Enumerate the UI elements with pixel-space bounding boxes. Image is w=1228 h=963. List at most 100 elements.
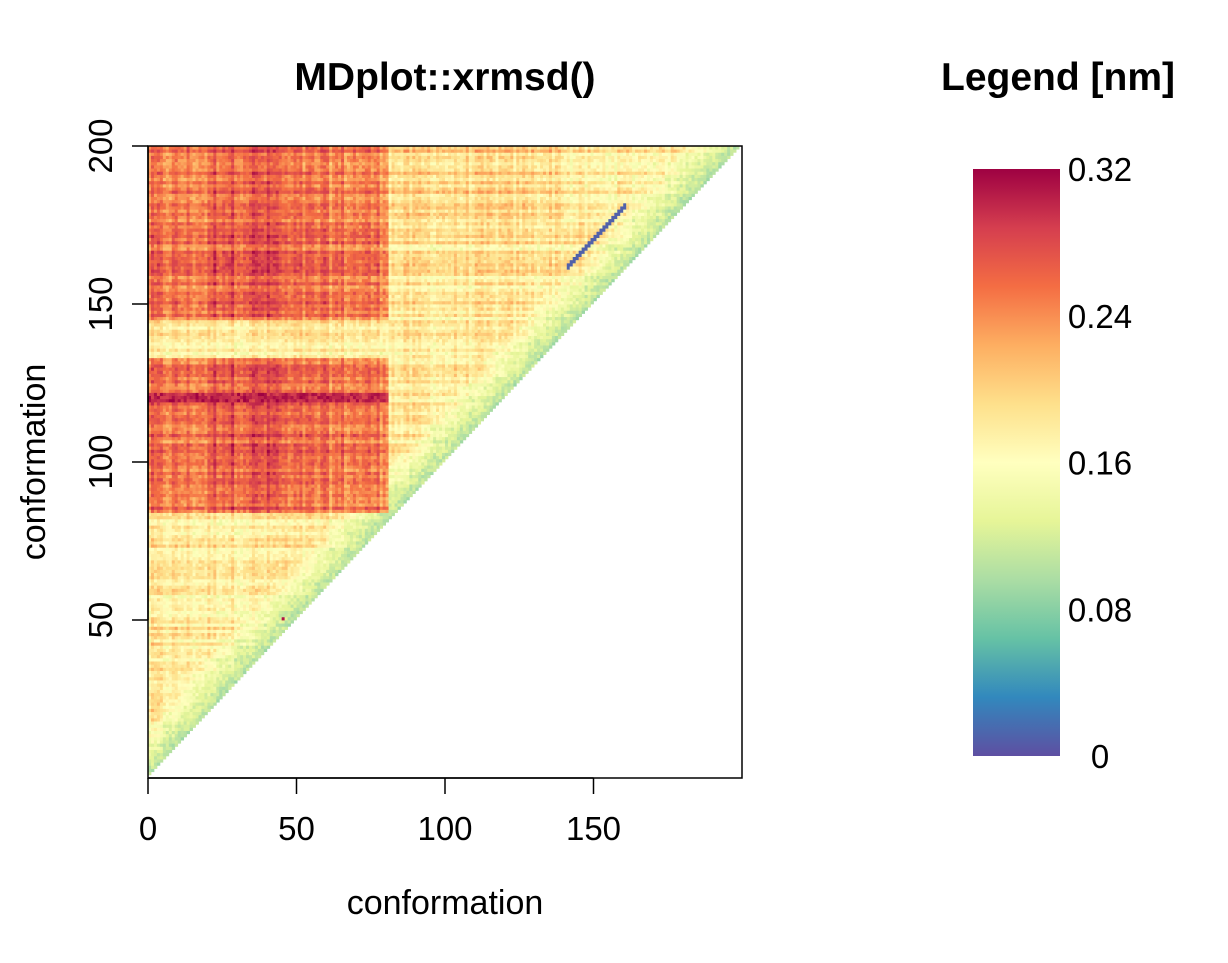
heatmap-cell [344,534,348,539]
heatmap-cell [174,601,179,605]
heatmap-cell [373,477,378,482]
heatmap-cell [153,670,158,675]
heatmap-cell [290,597,294,602]
heatmap-cell [153,661,158,665]
heatmap-cell [293,547,297,551]
heatmap-cell [376,468,381,472]
heatmap-cell [237,604,241,608]
heatmap-cell [248,503,253,507]
heatmap-cell [352,468,357,472]
heatmap-cell [251,620,256,624]
heatmap-cell [311,544,315,548]
heatmap-cell [156,474,161,479]
heatmap-cell [296,518,300,523]
heatmap-cell [201,648,205,652]
heatmap-cell [314,471,318,476]
heatmap-cell [314,550,318,555]
heatmap-cell [284,607,288,611]
heatmap-cell [397,465,401,469]
heatmap-cell [349,537,354,542]
heatmap-cell [177,699,182,703]
heatmap-cell [317,585,321,589]
heatmap-cell [275,544,280,548]
heatmap-cell [156,534,161,539]
heatmap-cell [219,626,223,630]
heatmap-cell [192,462,196,466]
heatmap-cell [376,477,381,482]
heatmap-cell [240,531,244,536]
heatmap-cell [281,613,286,618]
heatmap-cell [207,642,211,646]
heatmap-cell [195,518,199,523]
heatmap-cell [349,474,354,479]
heatmap-cell [186,525,190,529]
heatmap-cell [251,632,256,637]
heatmap-cell [385,490,389,494]
heatmap-cell [388,509,392,513]
heatmap-cell [296,607,300,611]
heatmap-cell [240,547,244,551]
heatmap-cell [222,601,226,605]
heatmap-cell [162,651,167,656]
heatmap-cell [263,550,268,555]
heatmap-cell [153,582,158,586]
heatmap-cell [338,515,342,520]
heatmap-cell [162,740,167,744]
heatmap-cell [248,550,253,555]
heatmap-cell [272,528,277,532]
heatmap-cell [332,471,336,476]
heatmap-cell [272,632,277,637]
heatmap-cell [257,591,262,596]
heatmap-cell [174,620,179,624]
heatmap-cell [397,477,401,482]
heatmap-cell [171,673,176,678]
heatmap-cell [228,458,232,463]
heatmap-cell [246,468,250,472]
heatmap-cell [213,664,217,668]
heatmap-cell [171,525,176,529]
heatmap-cell [373,471,378,476]
heatmap-cell [183,620,188,624]
heatmap-cell [329,480,333,485]
heatmap-cell [335,559,339,564]
heatmap-cell [281,471,286,476]
heatmap-cell [346,541,351,545]
heatmap-cell [308,582,312,586]
heatmap-cell [156,724,161,728]
heatmap-cell [210,474,214,479]
heatmap-cell [287,484,291,488]
heatmap-cell [189,477,193,482]
heatmap-cell [219,544,223,548]
heatmap-cell [308,499,312,504]
heatmap-cell [177,563,182,567]
heatmap-cell [156,638,161,643]
heatmap-cell [257,499,262,504]
heatmap-cell [415,474,419,479]
heatmap-cell [263,541,268,545]
heatmap-cell [162,484,167,488]
heatmap-cell [246,553,250,558]
heatmap-cell [263,506,268,510]
heatmap-cell [290,591,294,596]
heatmap-cell [165,477,170,482]
heatmap-cell [385,518,389,523]
heatmap-cell [162,601,167,605]
heatmap-cell [382,515,386,520]
heatmap-cell [317,484,321,488]
heatmap-cell [237,537,241,542]
heatmap-cell [341,547,345,551]
heatmap-cell [290,477,294,482]
heatmap-cell [296,487,300,491]
heatmap-cell [213,465,217,469]
heatmap-cell [251,537,256,542]
heatmap-cell [290,585,294,589]
heatmap-cell [207,638,211,643]
heatmap-cell [171,683,176,687]
heatmap-cell [165,544,170,548]
heatmap-cell [183,503,188,507]
heatmap-cell [234,648,238,652]
heatmap-cell [189,664,193,668]
heatmap-cell [281,553,286,558]
heatmap-cell [278,480,283,485]
heatmap-cell [260,616,265,621]
